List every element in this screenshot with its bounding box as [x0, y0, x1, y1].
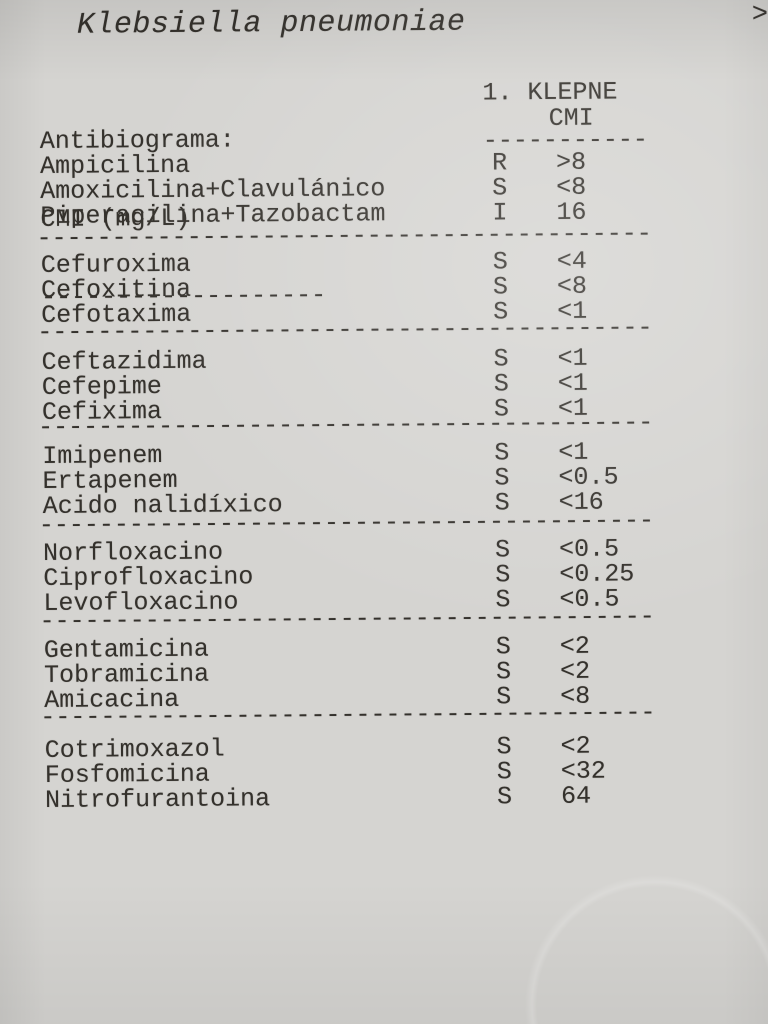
sir-result: S [494, 535, 511, 565]
sir-result: S [492, 173, 508, 203]
sir-result: S [496, 757, 512, 787]
cmi-value: <8 [556, 172, 587, 202]
sir-result: S [494, 438, 510, 468]
sir-result: S [494, 463, 510, 493]
sir-result: S [496, 732, 512, 762]
cmi-value: <2 [559, 631, 590, 661]
cmi-value: >8 [555, 147, 587, 177]
antibiotic-group-penicillins: Ampicilina R >8 Amoxicilina+Clavulánico … [40, 147, 768, 231]
antibiotic-name: Imipenem [42, 441, 163, 471]
sir-result: S [493, 369, 509, 399]
separator-line: ----------------------------------------… [37, 408, 654, 443]
antibiotic-group-others: Cotrimoxazol S <2 Fosfomicina S <32 Nitr… [44, 731, 768, 815]
antibiotic-name: Cefoxitina [40, 274, 192, 305]
separator-line: ----------------------------------------… [38, 506, 655, 541]
cmi-value: <32 [560, 756, 606, 786]
cmi-value: <0.5 [558, 462, 619, 492]
cmi-value: <1 [557, 368, 588, 398]
organism-title: Klebsiella pneumoniae [76, 5, 466, 43]
isolate-column-header: 1. KLEPNE [482, 77, 618, 108]
cmi-value: <0.5 [558, 534, 620, 564]
antibiotic-name: Cefuroxima [40, 249, 191, 280]
antibiotic-name: Norfloxacino [42, 537, 224, 568]
antibiotic-name: Cotrimoxazol [44, 734, 225, 765]
sir-result: S [495, 657, 512, 687]
cmi-value: <1 [557, 343, 588, 373]
antibiotic-name: Cefepime [41, 372, 162, 402]
sir-result: S [495, 560, 511, 590]
table-row: Nitrofurantoina S 64 [44, 781, 768, 815]
antibiotic-name: Ciprofloxacino [43, 562, 254, 593]
cmi-value: <8 [556, 271, 588, 301]
cmi-value: <1 [558, 437, 589, 467]
cmi-value: <4 [556, 246, 587, 276]
cmi-value: <2 [560, 731, 591, 761]
separator-line: ----------------------------------------… [37, 313, 653, 348]
antibiotic-group-carbapenems: Imipenem S <1 Ertapenem S <0.5 Acido nal… [42, 437, 768, 521]
antibiotic-name: Gentamicina [43, 634, 209, 665]
sir-result: S [493, 344, 509, 374]
sir-result: S [496, 782, 513, 812]
separator-line: ----------------------------------------… [40, 698, 656, 733]
sir-result: R [491, 148, 508, 178]
sir-result: S [492, 247, 508, 277]
cmi-value: <2 [559, 656, 591, 686]
antibiotic-name: Nitrofurantoina [44, 784, 271, 815]
corner-mark: > [751, 0, 768, 31]
sir-result: S [492, 272, 509, 302]
antibiotic-name: Fosfomicina [44, 759, 210, 790]
antibiotic-name: Ceftazidima [41, 346, 207, 377]
separator-line: ----------------------------------------… [39, 602, 655, 637]
cmi-value: <0.25 [559, 559, 635, 589]
antibiotic-name: Tobramicina [43, 659, 210, 690]
cmi-value: 64 [560, 781, 592, 811]
sir-result: S [495, 632, 511, 662]
